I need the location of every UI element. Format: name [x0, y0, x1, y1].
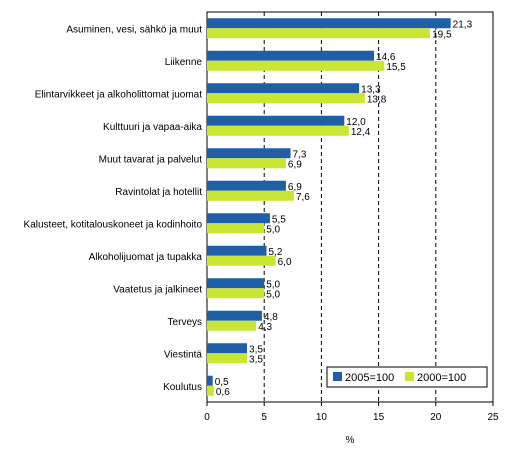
- category-label: Ravintolat ja hotellit: [115, 187, 202, 198]
- bar: [207, 93, 365, 104]
- legend-swatch-2005: [333, 372, 342, 381]
- bar: [207, 158, 286, 169]
- bar: [207, 245, 267, 256]
- data-label: 14,6: [376, 52, 396, 63]
- bar: [207, 288, 265, 299]
- data-label: 21,3: [453, 19, 473, 30]
- data-label: 12,0: [346, 117, 366, 128]
- bar: [207, 213, 270, 224]
- category-label: Koulutus: [163, 382, 202, 393]
- tick-label: 10: [316, 412, 328, 423]
- bar: [207, 180, 286, 191]
- bar: [207, 18, 451, 29]
- bars: [207, 18, 451, 396]
- data-label: 0,6: [216, 387, 230, 398]
- gridlines: [263, 12, 437, 402]
- tick-label: 0: [204, 412, 210, 423]
- category-label: Kulttuuri ja vapaa-aika: [103, 122, 202, 133]
- data-label: 6,9: [288, 159, 302, 170]
- bar: [207, 320, 257, 331]
- bar: [207, 50, 375, 61]
- data-label: 0,5: [215, 377, 229, 388]
- value-labels: 21,319,514,615,513,313,812,012,47,36,96,…: [215, 19, 473, 398]
- tick-label: 15: [373, 412, 385, 423]
- plot-area: [206, 11, 494, 403]
- bar: [207, 28, 431, 39]
- bar: [207, 385, 214, 396]
- data-label: 7,3: [293, 149, 307, 160]
- bar: [207, 278, 265, 289]
- data-label: 15,5: [386, 62, 406, 73]
- bar: [207, 148, 291, 159]
- category-labels: Asuminen, vesi, sähkö ja muut Liikenne Eli…: [24, 24, 203, 393]
- category-label: Muut tavarat ja palvelut: [99, 154, 203, 165]
- data-label: 4,8: [264, 312, 278, 323]
- category-label: Kalusteet, kotitalouskoneet ja kodinhoit…: [24, 219, 203, 230]
- data-label: 7,6: [296, 192, 310, 203]
- category-label: Terveys: [168, 317, 202, 328]
- bar: [207, 375, 213, 386]
- category-label: Asuminen, vesi, sähkö ja muut: [66, 24, 202, 35]
- bar: [207, 83, 360, 94]
- bar: [207, 115, 345, 126]
- legend-label-2000: 2000=100: [417, 372, 466, 384]
- category-label: Vaatetus ja jalkineet: [113, 284, 202, 295]
- data-label: 4,3: [258, 322, 272, 333]
- category-label: Elintarvikkeet ja alkoholittomat juomat: [35, 89, 203, 100]
- bar: [207, 125, 349, 136]
- bar: [207, 223, 265, 234]
- category-label: Alkoholijuomat ja tupakka: [89, 252, 203, 263]
- data-label: 5,0: [266, 224, 280, 235]
- tick-label: 5: [261, 412, 267, 423]
- data-label: 5,0: [266, 279, 280, 290]
- data-label: 3,5: [249, 354, 263, 365]
- bar: [207, 353, 248, 364]
- legend-label-2005: 2005=100: [345, 372, 394, 384]
- bar: [207, 255, 276, 266]
- data-label: 12,4: [351, 127, 371, 138]
- data-label: 13,8: [367, 94, 387, 105]
- data-label: 6,9: [288, 182, 302, 193]
- data-label: 6,0: [278, 257, 292, 268]
- data-label: 5,0: [266, 289, 280, 300]
- category-label: Liikenne: [165, 57, 203, 68]
- category-label: Viestintä: [164, 349, 203, 360]
- x-axis-ticks: 0 5 10 15 20 25: [204, 402, 499, 423]
- data-label: 19,5: [432, 29, 452, 40]
- bar: [207, 190, 294, 201]
- data-label: 3,5: [249, 344, 263, 355]
- x-axis-label: %: [346, 435, 355, 446]
- bar: [207, 310, 262, 321]
- data-label: 5,5: [272, 214, 286, 225]
- tick-label: 20: [430, 412, 442, 423]
- data-label: 5,2: [268, 247, 282, 258]
- bar: [207, 343, 248, 354]
- data-label: 13,3: [361, 84, 381, 95]
- tick-label: 25: [487, 412, 499, 423]
- bar: [207, 60, 385, 71]
- legend: 2005=100 2000=100: [326, 366, 488, 388]
- legend-swatch-2000: [405, 372, 414, 381]
